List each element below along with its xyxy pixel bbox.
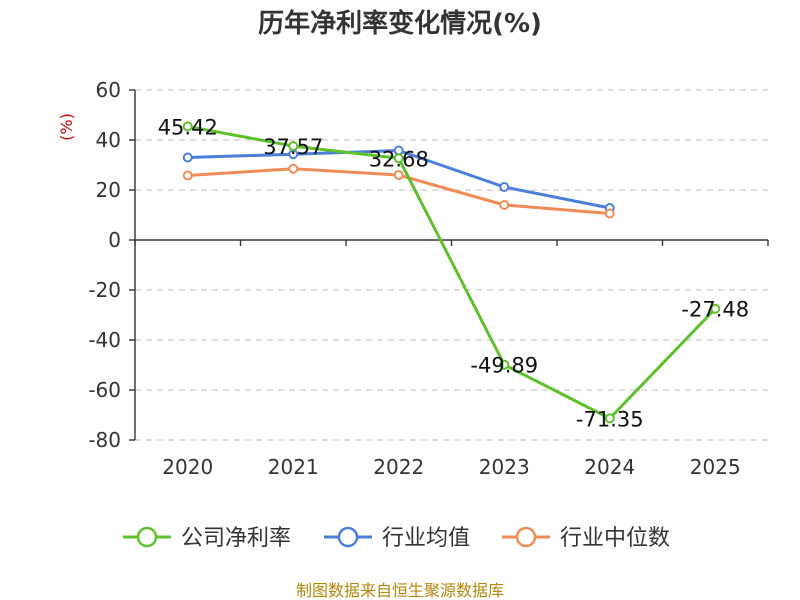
data-label: 32.68 [369,147,429,171]
x-tick-label: 2025 [690,455,741,479]
x-tick-label: 2022 [373,455,424,479]
data-point [710,303,721,314]
y-tick-label: 0 [108,228,121,252]
data-point [604,413,615,424]
x-tick-label: 2023 [479,455,530,479]
series-1 [182,145,615,213]
data-point [604,208,615,219]
series-line [187,124,717,420]
legend-label: 行业均值 [382,526,470,551]
y-tick-label: 20 [96,178,121,202]
data-point [182,121,193,132]
data-label: -27.48 [681,298,749,322]
data-point [393,170,404,180]
legend-item: 行业均值 [324,526,470,551]
x-tick-label: 2024 [584,455,635,479]
y-tick-label: 40 [96,128,121,152]
source-note: 制图数据来自恒生聚源数据库 [296,581,504,600]
axes: 60 40 20 0 -20 -40 -60 -80 2020 2021 2022 2023 2024 2… [88,78,769,479]
grid-lines [135,89,768,441]
legend-swatch-marker [515,526,537,548]
y-tick-label: -80 [88,428,121,452]
data-point [393,153,404,164]
y-tick-label: -20 [88,278,121,302]
legend-swatch-marker [337,526,359,548]
data-point [288,163,299,174]
y-tick-label: -40 [88,328,121,352]
legend-item: 公司净利率 [123,526,291,551]
data-point [182,170,193,181]
legend-item: 行业中位数 [502,526,670,551]
data-label: 37.57 [263,135,323,159]
series-layer [182,121,721,424]
series-2 [182,163,615,219]
y-tick-label: -60 [88,378,121,402]
data-label: 45.42 [158,115,218,139]
legend-label: 行业中位数 [560,526,670,551]
legend: 公司净利率 行业均值 行业中位数 [123,526,670,551]
chart-title: 历年净利率变化情况(%) [258,8,542,39]
x-tick-label: 2021 [268,455,319,479]
legend-label: 公司净利率 [181,526,291,551]
series-0 [182,121,721,424]
data-point [288,141,299,152]
y-tick-label: 60 [96,78,121,102]
x-tick-label: 2020 [162,455,213,479]
data-point [499,200,510,210]
data-label: -71.35 [576,407,644,431]
y-axis-label: (%) [57,113,76,141]
legend-swatch-marker [136,526,158,548]
data-label: -49.89 [470,354,538,378]
data-labels: 45.42 37.57 32.68 -49.89 -71.35 -27.48 [158,115,749,431]
data-point [499,359,510,370]
data-point [182,152,193,163]
data-point [499,182,510,192]
